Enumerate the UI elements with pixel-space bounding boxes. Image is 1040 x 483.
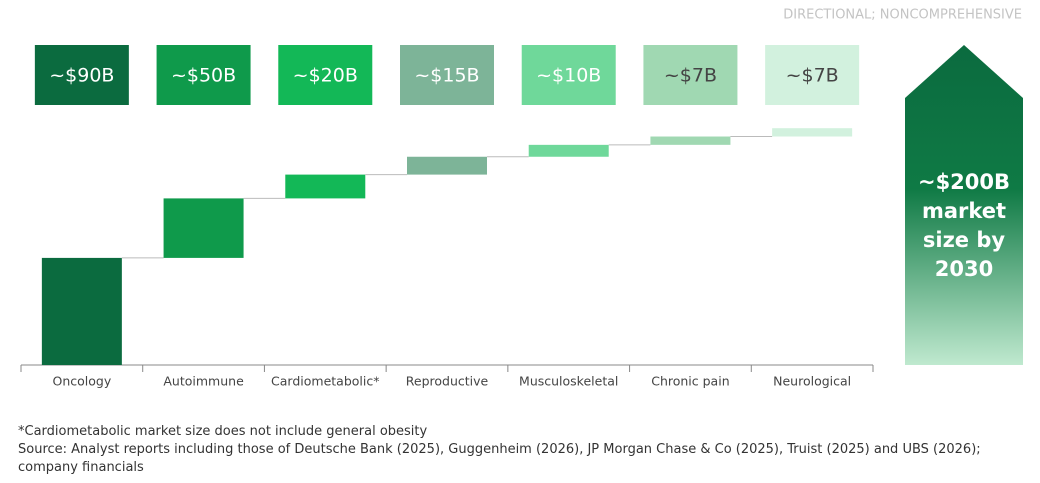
label-box (34, 45, 129, 105)
value-label: ~$10B (536, 65, 601, 87)
label-box (278, 45, 373, 105)
label-box (400, 45, 494, 105)
bar (407, 156, 487, 175)
label-box (765, 45, 860, 105)
bar (650, 136, 731, 145)
bar (772, 128, 853, 137)
bar (528, 144, 609, 157)
x-tick-label: Chronic pain (651, 374, 729, 389)
source: Source: Analyst reports including those … (18, 442, 981, 475)
value-label: ~$15B (414, 65, 479, 87)
label-box (156, 45, 251, 105)
total-label: size by (923, 228, 1006, 252)
value-label: ~$50B (171, 65, 236, 87)
label-box (643, 45, 738, 105)
x-tick-label: Autoimmune (163, 374, 244, 389)
x-tick-label: Musculoskeletal (519, 374, 618, 389)
label-box (521, 45, 616, 105)
bar (163, 198, 244, 258)
value-label: ~$90B (49, 65, 114, 87)
bar (285, 174, 366, 199)
total-arrow (905, 45, 1023, 365)
x-tick-label: Neurological (773, 374, 851, 389)
total-label: 2030 (935, 257, 993, 281)
total-label: ~$200B (918, 170, 1010, 194)
value-label: ~$7B (664, 65, 717, 87)
note: DIRECTIONAL; NONCOMPREHENSIVE (783, 8, 1022, 23)
bar (41, 257, 122, 365)
total-label: market (922, 199, 1006, 223)
x-tick-label: Oncology (52, 374, 111, 389)
footnote: *Cardiometabolic market size does not in… (18, 424, 428, 439)
value-label: ~$7B (786, 65, 839, 87)
x-tick-label: Reproductive (406, 374, 489, 389)
x-tick-label: Cardiometabolic* (271, 374, 379, 389)
value-label: ~$20B (293, 65, 358, 87)
